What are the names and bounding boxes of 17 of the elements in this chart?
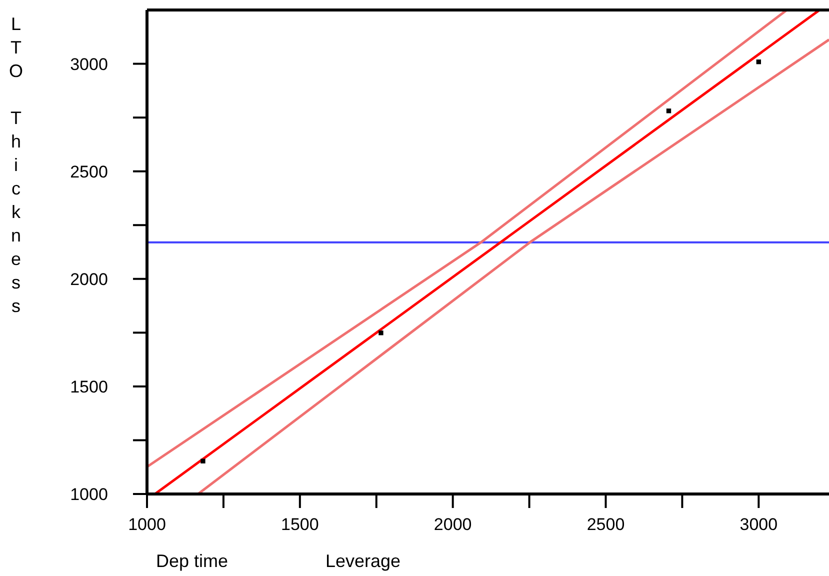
x-tick-label: 1000	[128, 515, 166, 534]
x-axis-title: Dep time	[156, 551, 228, 571]
y-tick-label: 1000	[70, 485, 108, 504]
x-tick-label: 1500	[281, 515, 319, 534]
point	[378, 330, 384, 336]
point	[200, 458, 206, 464]
y-tick-label: 2000	[70, 270, 108, 289]
point	[666, 108, 672, 114]
x-tick-label: 3000	[740, 515, 778, 534]
x-tick-label: 2000	[434, 515, 472, 534]
y-tick-label: 2500	[70, 162, 108, 182]
x-tick-label: 2500	[586, 515, 625, 534]
y-tick-label: 1500	[70, 377, 108, 396]
point	[756, 59, 762, 64]
text: LTO Thickness	[8, 14, 24, 316]
y-tick-label: 3000	[70, 54, 108, 74]
text: Leverage	[325, 551, 401, 571]
